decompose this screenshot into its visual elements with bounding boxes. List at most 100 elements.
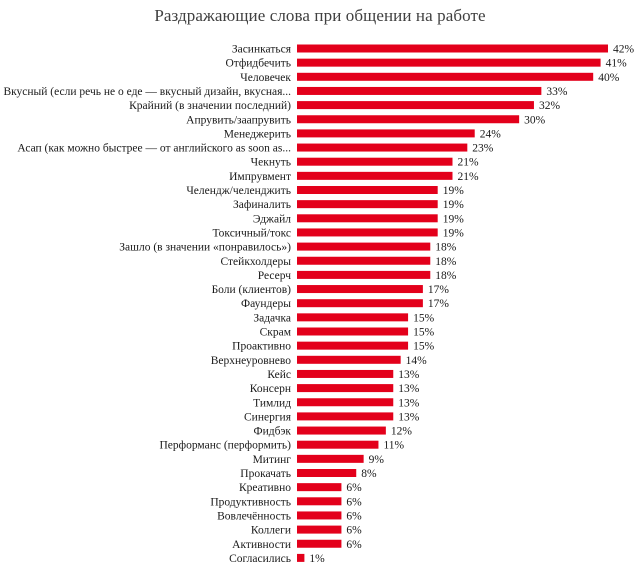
category-label: Согласились xyxy=(229,553,291,565)
bar xyxy=(297,44,608,53)
category-label: Фаундеры xyxy=(241,298,291,310)
value-label: 13% xyxy=(398,411,420,423)
bar xyxy=(297,58,601,67)
category-label: Скрам xyxy=(260,327,292,339)
category-label: Продуктивность xyxy=(210,496,291,508)
value-label: 15% xyxy=(413,341,435,353)
bar xyxy=(297,285,423,294)
category-label: Человечек xyxy=(240,72,291,84)
category-label: Верхнеуровнево xyxy=(211,355,292,367)
bar xyxy=(297,426,386,435)
chart-title: Раздражающие слова при общении на работе xyxy=(154,6,486,25)
bar xyxy=(297,256,431,265)
bar xyxy=(297,497,342,506)
bar xyxy=(297,539,342,548)
category-label: Активности xyxy=(232,539,291,551)
bar xyxy=(297,511,342,520)
value-label: 13% xyxy=(398,369,420,381)
category-label: Челендж/челенджить xyxy=(186,185,291,197)
value-label: 18% xyxy=(435,270,457,282)
category-label: Задачка xyxy=(253,312,291,324)
category-label: Прокачать xyxy=(240,468,291,480)
category-label: Зашло (в значении «понравилось») xyxy=(119,242,291,254)
value-label: 13% xyxy=(398,383,420,395)
category-label: Импрувмент xyxy=(229,171,291,183)
value-label: 15% xyxy=(413,312,435,324)
category-label: Вовлечённость xyxy=(217,510,291,522)
value-label: 1% xyxy=(309,553,325,565)
bar xyxy=(297,412,394,421)
bar xyxy=(297,214,438,223)
value-label: 42% xyxy=(613,44,635,56)
value-label: 12% xyxy=(391,426,413,438)
category-label: Фидбэк xyxy=(254,426,292,438)
bar xyxy=(297,242,431,251)
bar xyxy=(297,157,453,166)
bar xyxy=(297,270,431,279)
value-label: 6% xyxy=(346,539,362,551)
category-label: Консерн xyxy=(250,383,291,395)
value-label: 33% xyxy=(546,86,568,98)
value-label: 30% xyxy=(524,114,546,126)
bar xyxy=(297,299,423,308)
bar xyxy=(297,341,409,350)
bar xyxy=(297,440,379,449)
bar xyxy=(297,454,364,463)
value-label: 18% xyxy=(435,242,457,254)
category-label: Коллеги xyxy=(251,525,291,537)
value-label: 17% xyxy=(428,284,450,296)
category-label: Проактивно xyxy=(232,341,291,353)
value-label: 24% xyxy=(480,128,502,140)
category-label: Стейкхолдеры xyxy=(221,256,292,268)
value-label: 6% xyxy=(346,525,362,537)
bar xyxy=(297,327,409,336)
value-label: 13% xyxy=(398,397,420,409)
category-label: Ресерч xyxy=(258,270,291,282)
bar xyxy=(297,186,438,194)
category-label: Токсичный/токс xyxy=(212,227,291,239)
value-label: 19% xyxy=(443,227,465,239)
category-label: Креативно xyxy=(239,482,291,494)
category-label: Митинг xyxy=(253,454,292,466)
bar xyxy=(297,384,394,393)
value-label: 8% xyxy=(361,468,377,480)
value-label: 21% xyxy=(458,171,480,183)
category-label: Эджайл xyxy=(253,213,291,225)
category-label: Тимлид xyxy=(253,397,291,409)
value-label: 6% xyxy=(346,482,362,494)
value-label: 23% xyxy=(472,143,494,155)
bar xyxy=(297,483,342,492)
bar xyxy=(297,525,342,534)
bar xyxy=(297,101,534,110)
bar xyxy=(297,313,409,322)
value-label: 19% xyxy=(443,185,465,197)
value-label: 14% xyxy=(406,355,428,367)
category-label: Кейс xyxy=(267,369,291,381)
category-label: Вкусный (если речь не о еде — вкусный ди… xyxy=(3,86,291,98)
value-label: 15% xyxy=(413,327,435,339)
value-label: 9% xyxy=(369,454,385,466)
bar xyxy=(297,115,520,124)
category-label: Асап (как можно быстрее — от английского… xyxy=(17,143,291,155)
bar xyxy=(297,200,438,209)
category-label: Синергия xyxy=(244,411,292,423)
bar xyxy=(297,355,401,364)
bar xyxy=(297,369,394,378)
value-label: 6% xyxy=(346,496,362,508)
value-label: 21% xyxy=(458,157,480,169)
category-label: Боли (клиентов) xyxy=(212,284,292,296)
bar xyxy=(297,469,357,477)
category-label: Засинкаться xyxy=(232,44,292,56)
category-label: Отфидбечить xyxy=(225,58,291,70)
value-label: 19% xyxy=(443,199,465,211)
category-label: Крайний (в значении последний) xyxy=(129,100,291,112)
category-label: Зафиналить xyxy=(233,199,291,211)
value-label: 41% xyxy=(606,58,628,70)
bar xyxy=(297,72,594,81)
bar xyxy=(297,553,305,562)
value-label: 11% xyxy=(383,440,404,452)
value-label: 6% xyxy=(346,510,362,522)
category-label: Чекнуть xyxy=(251,157,291,169)
bar xyxy=(297,171,453,180)
